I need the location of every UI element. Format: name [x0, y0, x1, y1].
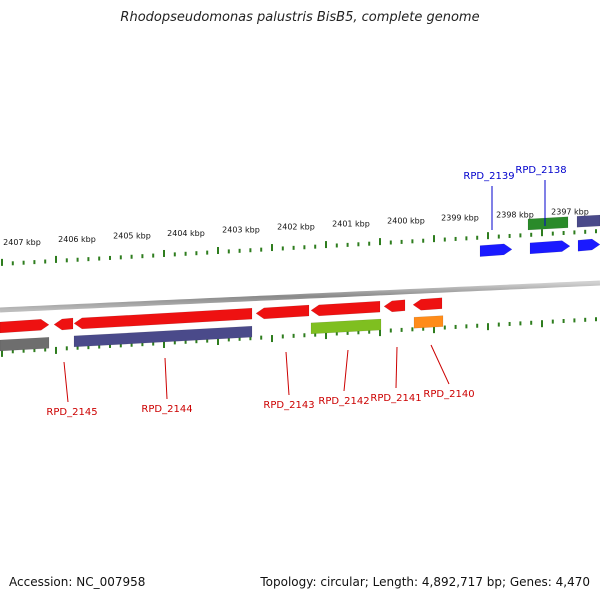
gene-label: RPD_2139: [463, 171, 514, 182]
kbp-tick-label: 2402 kbp: [277, 223, 315, 232]
kbp-tick-label: 2399 kbp: [441, 214, 479, 223]
gene-features: [0, 214, 600, 352]
gene-label: RPD_2141: [370, 393, 421, 404]
gene-red: [255, 304, 310, 320]
gene-red: [310, 300, 381, 317]
leader-line: [285, 351, 290, 396]
gene-red: [383, 299, 406, 313]
leader-line: [343, 349, 349, 392]
gene-olive: [310, 318, 382, 335]
gene-gray: [0, 337, 50, 352]
genome-title: Rhodopseudomonas palustris BisB5, comple…: [120, 10, 480, 25]
gene-label: RPD_2143: [263, 400, 314, 411]
gene-red: [412, 297, 443, 311]
gene-label: RPD_2142: [318, 396, 369, 407]
leader-line: [63, 361, 69, 403]
gene-blue: [479, 243, 513, 257]
gene-green: [527, 216, 569, 231]
gene-label: RPD_2138: [515, 165, 566, 176]
gene-purple: [73, 325, 253, 348]
gene-label: RPD_2145: [46, 407, 97, 418]
kbp-tick-label: 2398 kbp: [496, 211, 534, 220]
outer-tick-ring: [1, 229, 597, 266]
gene-blue: [529, 240, 571, 255]
gene-label: RPD_2144: [141, 404, 192, 415]
gene-label: RPD_2140: [423, 389, 474, 400]
label-leader-lines: [63, 180, 546, 403]
topology-summary: Topology: circular; Length: 4,892,717 bp…: [260, 575, 590, 589]
kbp-tick-label: 2397 kbp: [551, 208, 589, 217]
leader-line: [395, 346, 398, 389]
kbp-tick-label: 2403 kbp: [222, 226, 260, 235]
kbp-tick-label: 2406 kbp: [58, 235, 96, 244]
kbp-tick-label: 2405 kbp: [113, 232, 151, 241]
genome-backbone: [0, 280, 600, 313]
leader-line: [430, 344, 450, 385]
kbp-scale-labels: 2407 kbp 2406 kbp 2405 kbp 2404 kbp 2403 kbp…: [3, 208, 589, 247]
gene-red: [73, 307, 253, 330]
gene-orange: [413, 315, 444, 329]
kbp-tick-label: 2400 kbp: [387, 217, 425, 226]
kbp-tick-label: 2407 kbp: [3, 238, 41, 247]
gene-red: [0, 319, 50, 334]
accession-text: Accession: NC_007958: [9, 575, 146, 589]
gene-blue: [577, 238, 600, 252]
leader-line: [164, 357, 168, 400]
gene-red: [53, 317, 74, 331]
gene-purple: [576, 214, 600, 228]
kbp-tick-label: 2401 kbp: [332, 220, 370, 229]
kbp-tick-label: 2404 kbp: [167, 229, 205, 238]
